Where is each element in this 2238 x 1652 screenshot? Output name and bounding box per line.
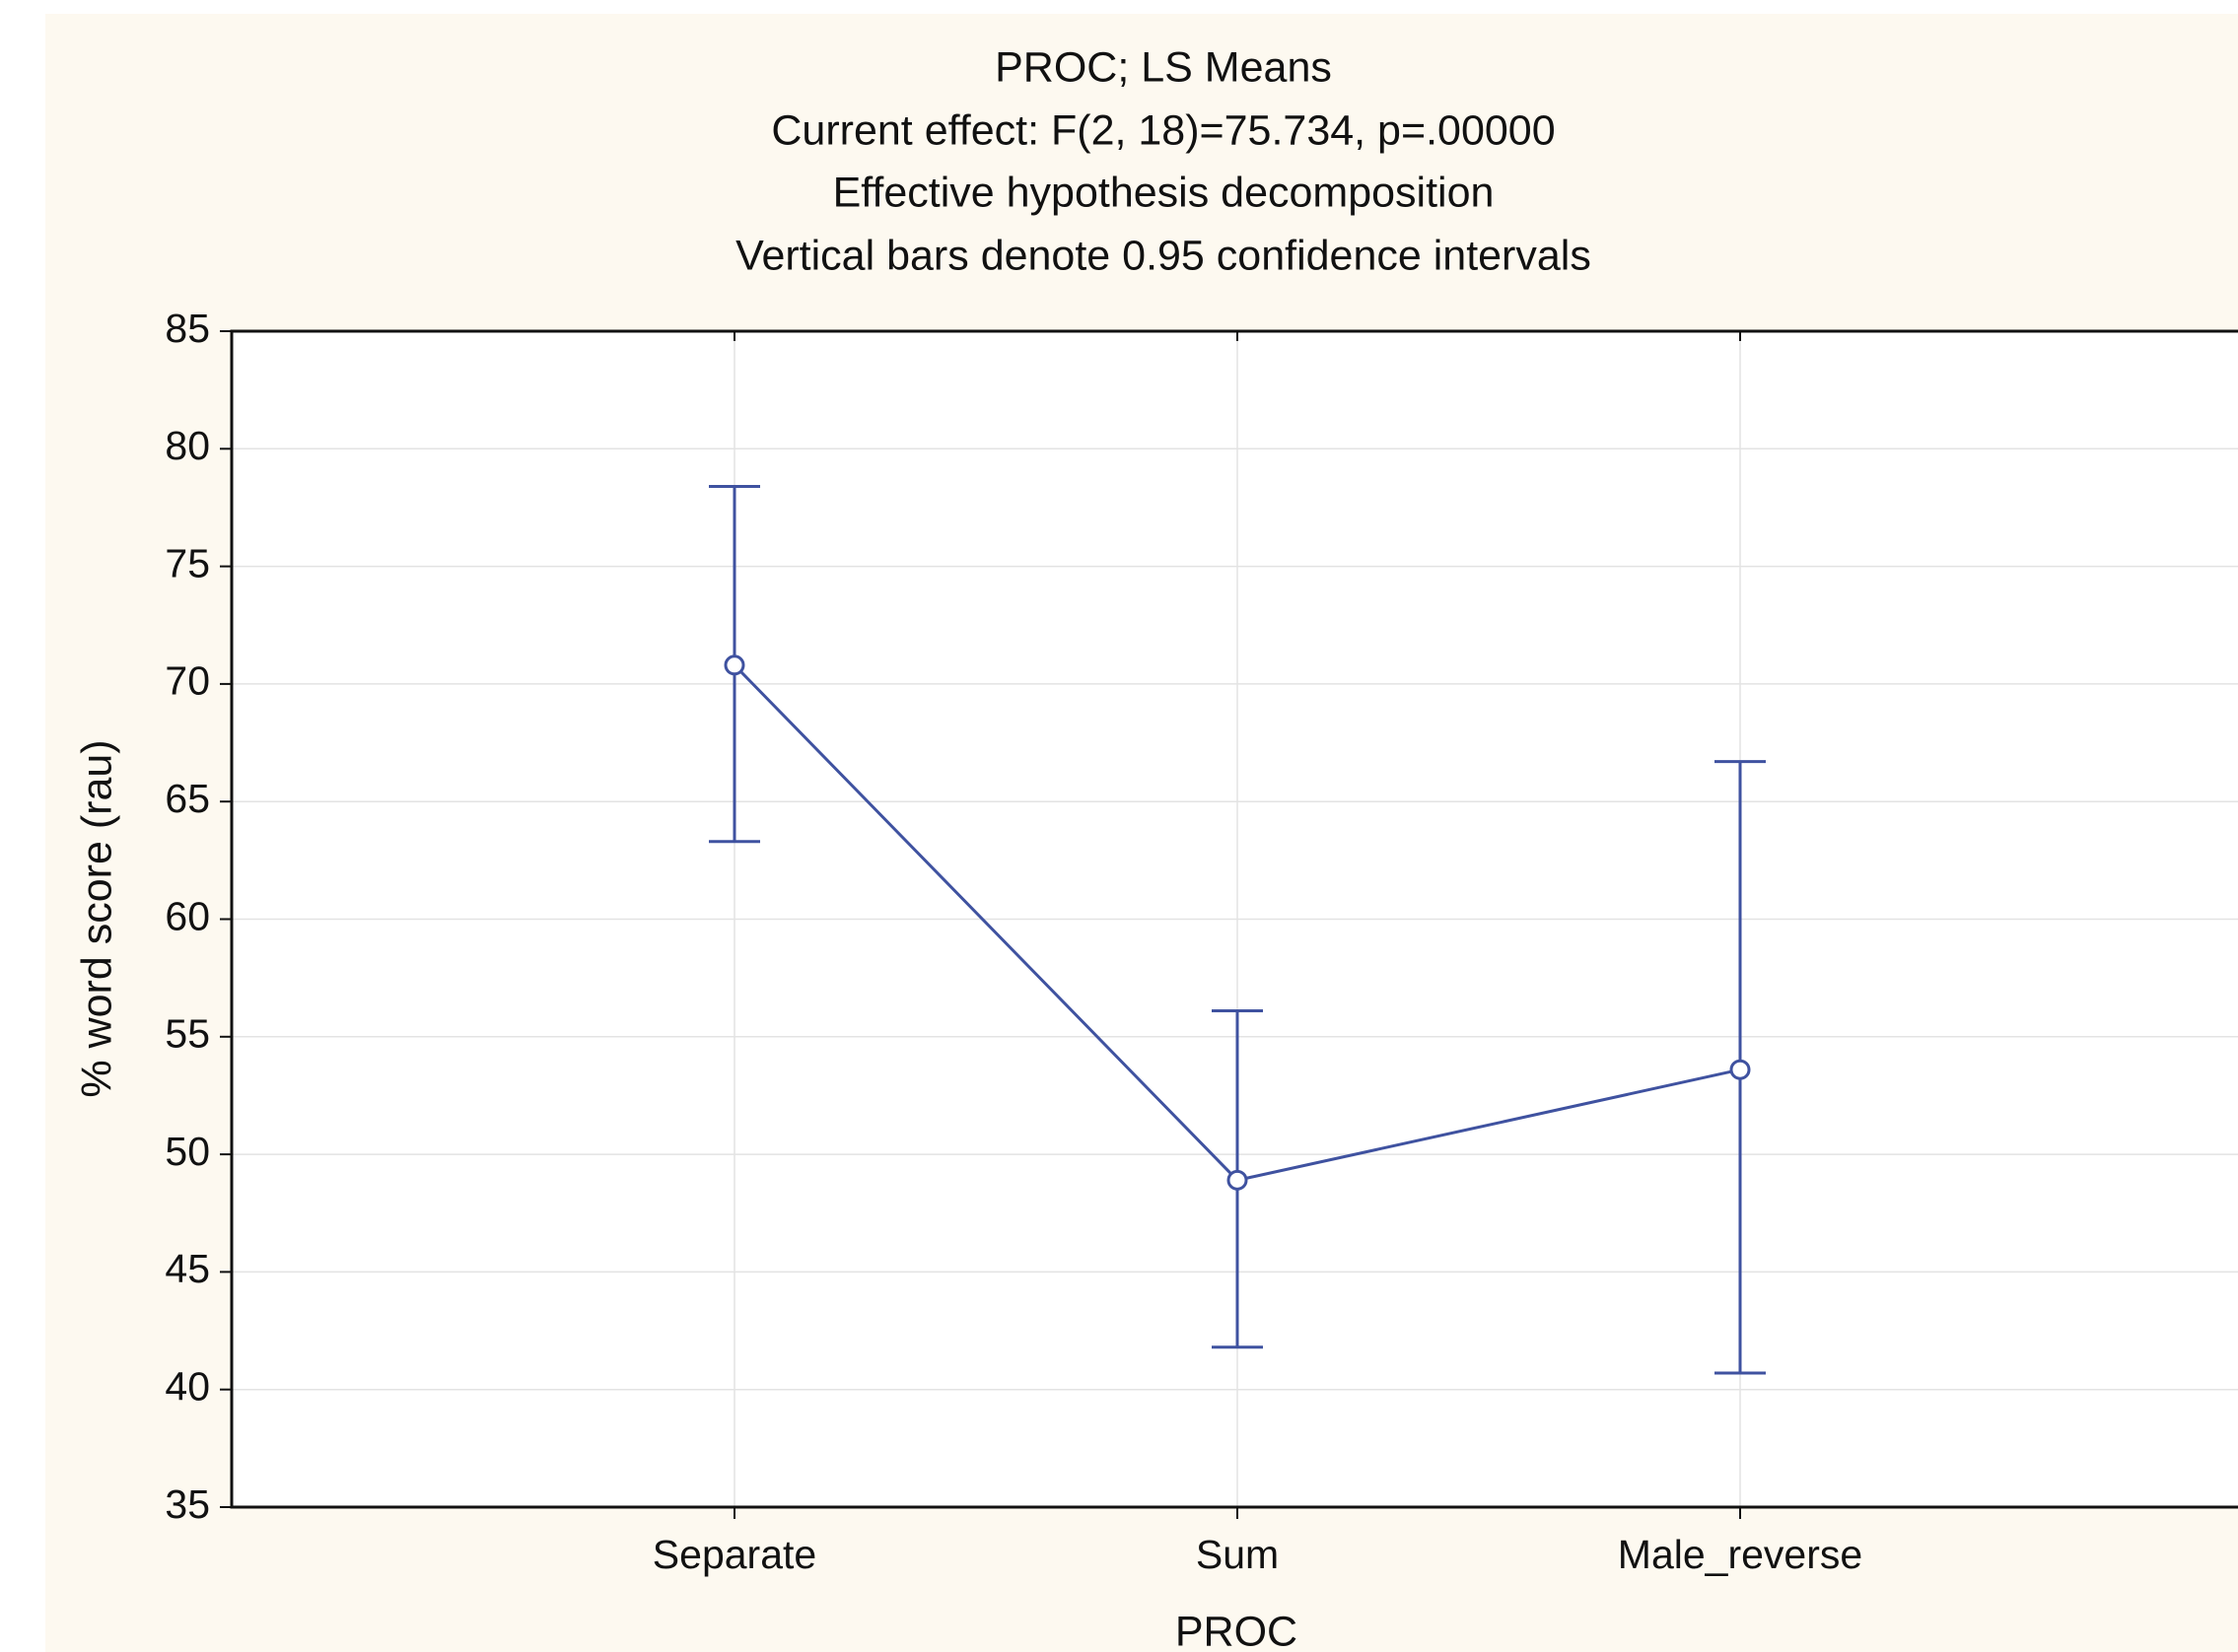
point	[1729, 1059, 1751, 1080]
y-tick-label: 55	[165, 1011, 210, 1057]
chart-subtitle: Current effect: F(2, 18)=75.734, p=.0000…	[771, 106, 1555, 154]
y-tick-label: 50	[165, 1129, 210, 1174]
y-tick-label: 65	[165, 776, 210, 821]
y-tick-label: 35	[165, 1481, 210, 1527]
y-axis-label: % word score (rau)	[73, 739, 120, 1097]
chart-subtitle: Effective hypothesis decomposition	[833, 169, 1495, 216]
y-tick-label: 75	[165, 540, 210, 585]
y-tick-label: 80	[165, 423, 210, 468]
x-axis-label: PROC	[1175, 1608, 1297, 1652]
y-tick-label: 45	[165, 1246, 210, 1291]
y-tick-label: 40	[165, 1364, 210, 1410]
x-tick-label: Sum	[1196, 1532, 1279, 1577]
y-tick-label: 85	[165, 306, 210, 351]
point	[724, 654, 745, 676]
chart-title: PROC; LS Means	[995, 43, 1332, 91]
point	[1226, 1169, 1248, 1191]
y-tick-label: 70	[165, 658, 210, 704]
plot-border	[230, 329, 2238, 1509]
y-tick-label: 60	[165, 893, 210, 938]
x-tick-label: Male_reverse	[1618, 1532, 1862, 1577]
chart-subtitle: Vertical bars denote 0.95 confidence int…	[735, 232, 1591, 279]
x-tick-label: Separate	[653, 1532, 816, 1577]
